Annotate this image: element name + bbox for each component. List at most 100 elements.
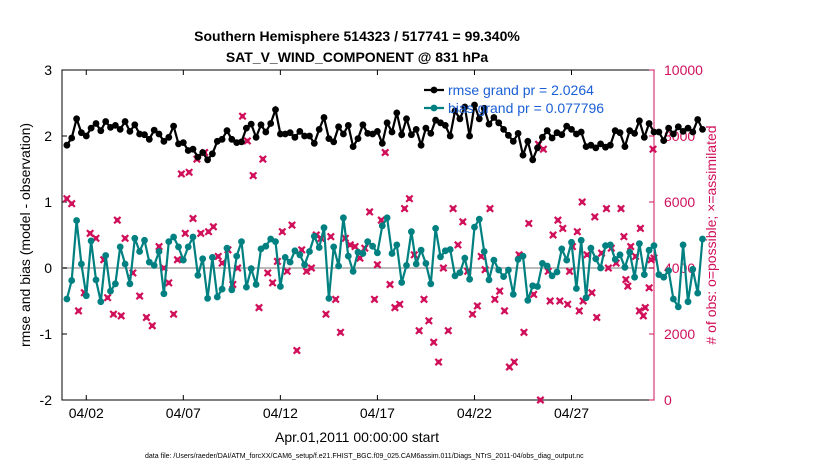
- obs-assimilated-point: [587, 288, 596, 297]
- bias-series-point: [87, 237, 95, 245]
- rmse-series-point: [296, 127, 304, 135]
- rmse-series-point: [68, 134, 76, 142]
- bias-series-point: [480, 248, 488, 255]
- rmse-series-point: [403, 115, 410, 123]
- obs-assimilated-point: [495, 287, 504, 296]
- bias-series: [63, 214, 706, 311]
- bias-series-point: [466, 275, 473, 283]
- rmse-series-point: [223, 127, 231, 135]
- obs-assimilated-point: [449, 204, 458, 213]
- rmse-series-point: [461, 103, 469, 111]
- rmse-series-point: [359, 121, 367, 129]
- x-tick-label: 04/12: [263, 405, 298, 421]
- bias-series-point: [403, 262, 410, 269]
- rmse-series-point: [456, 115, 464, 123]
- bias-series-point: [121, 260, 129, 268]
- obs-assimilated-point: [555, 297, 564, 305]
- rmse-series-point: [694, 116, 702, 123]
- bias-series-point: [684, 298, 692, 306]
- bias-series-point: [92, 276, 100, 284]
- rmse-series-point: [340, 130, 347, 138]
- bias-series-point: [427, 280, 435, 288]
- y-left-tick-label: -2: [40, 392, 53, 408]
- bias-series-point: [364, 238, 372, 246]
- bias-series-point: [213, 293, 221, 301]
- rmse-series-point: [674, 123, 682, 131]
- rmse-series-point: [87, 124, 95, 132]
- rmse-series-point: [78, 129, 85, 137]
- bias-series-point: [184, 243, 192, 251]
- rmse-series-point: [310, 139, 318, 147]
- rmse-series-point: [204, 156, 212, 164]
- bias-series-point: [471, 223, 478, 231]
- obs-assimilated-point: [292, 346, 301, 355]
- obs-assimilated-point: [617, 204, 625, 213]
- bias-series-point: [456, 269, 464, 276]
- obs-assimilated-point: [439, 264, 448, 272]
- obs-assimilated-point: [563, 300, 572, 309]
- rmse-series-point: [640, 133, 648, 141]
- rmse-series-point: [291, 133, 299, 141]
- obs-assimilated-point: [621, 275, 630, 284]
- obs-assimilated-point: [177, 169, 186, 178]
- rmse-series-point: [408, 131, 415, 139]
- rmse-series-point: [199, 149, 207, 156]
- obs-assimilated-point: [429, 338, 438, 347]
- obs-assimilated-point: [536, 396, 545, 404]
- bias-series-point: [568, 238, 575, 246]
- rmse-series-point: [539, 133, 546, 141]
- rmse-series-point: [335, 123, 342, 131]
- obs-assimilated-point: [578, 198, 587, 206]
- rmse-series-point: [73, 115, 80, 123]
- bias-series-point: [126, 280, 134, 288]
- rmse-series-point: [495, 119, 503, 127]
- bias-series-point: [408, 228, 415, 236]
- plot-area: [61, 69, 655, 401]
- bias-series-point: [359, 250, 367, 257]
- x-tick-label: 04/02: [69, 405, 104, 421]
- obs-assimilated-point: [189, 214, 197, 223]
- rmse-series-point: [427, 130, 435, 137]
- bias-series-point: [417, 246, 425, 254]
- rmse-series-point: [121, 118, 129, 125]
- obs-assimilated-point: [336, 328, 345, 337]
- obs-assimilated-point: [549, 231, 558, 239]
- rmse-series-point: [286, 129, 294, 137]
- obs-assimilated-point: [351, 242, 360, 251]
- rmse-series-point: [349, 143, 357, 151]
- rmse-series-point: [344, 122, 352, 129]
- obs-assimilated-point: [86, 229, 95, 238]
- rmse-series-point: [243, 124, 250, 132]
- obs-assimilated-point: [553, 216, 562, 225]
- obs-assimilated-point: [288, 221, 296, 230]
- bias-series-point: [175, 243, 182, 251]
- rmse-series-point: [514, 130, 522, 137]
- bias-series-point: [432, 225, 439, 232]
- bias-series-point: [262, 242, 270, 250]
- bias-series-point: [141, 236, 148, 244]
- y-right-tick-label: 2000: [664, 326, 695, 342]
- bias-series-point: [378, 222, 386, 230]
- rmse-series-point: [650, 128, 658, 136]
- rmse-series-point: [112, 122, 119, 129]
- rmse-series-point: [126, 127, 134, 135]
- rmse-series-point: [398, 131, 406, 139]
- obs-assimilated-point: [142, 313, 151, 322]
- rmse-series-point: [500, 125, 507, 133]
- rmse-series-point: [689, 128, 697, 136]
- legend-label-rmse: rmse grand pr = 2.0264: [448, 82, 594, 98]
- obs-assimilated-point: [373, 260, 382, 269]
- bias-series-point: [674, 303, 682, 311]
- bias-series-point: [694, 289, 702, 297]
- rmse-series-point: [393, 109, 401, 117]
- bias-series-point: [577, 236, 585, 244]
- obs-assimilated-point: [604, 264, 613, 272]
- rmse-series-point: [252, 133, 260, 141]
- bias-series-point: [330, 243, 338, 251]
- rmse-series-point: [92, 120, 100, 127]
- obs-assimilated-point: [490, 295, 499, 304]
- bias-series-point: [475, 215, 483, 223]
- obs-assimilated-point: [386, 280, 395, 289]
- obs-assimilated-point: [619, 232, 628, 241]
